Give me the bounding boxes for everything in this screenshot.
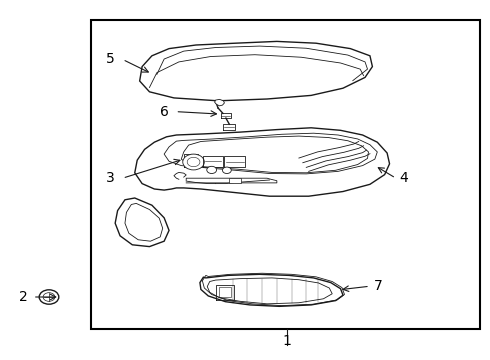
Text: 3: 3 — [106, 171, 115, 185]
Text: 7: 7 — [373, 279, 382, 293]
Bar — [91, 20, 480, 329]
Text: 4: 4 — [399, 171, 408, 185]
Text: 6: 6 — [160, 105, 169, 118]
Circle shape — [187, 157, 200, 167]
Text: 5: 5 — [106, 53, 115, 66]
Polygon shape — [135, 128, 390, 196]
Polygon shape — [215, 99, 224, 106]
Circle shape — [39, 290, 59, 304]
Polygon shape — [140, 41, 372, 101]
Circle shape — [207, 166, 217, 174]
Text: 1: 1 — [282, 334, 291, 348]
Polygon shape — [200, 274, 343, 306]
Circle shape — [43, 293, 55, 301]
Circle shape — [183, 154, 204, 170]
Circle shape — [222, 167, 231, 174]
Bar — [229, 178, 241, 183]
Text: 2: 2 — [19, 290, 28, 304]
Polygon shape — [115, 198, 169, 247]
